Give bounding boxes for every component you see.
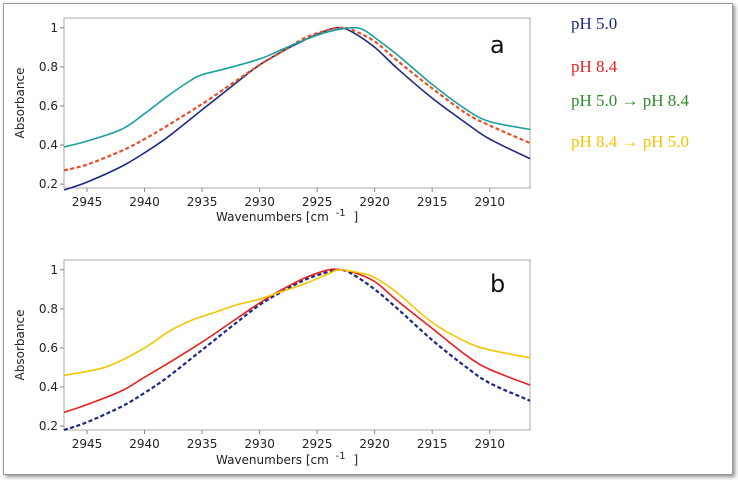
legend-item-ph5-to-ph84: pH 5.0 → pH 8.4 — [571, 91, 690, 110]
x-axis-title-bracket: ] — [353, 453, 358, 467]
series-line-b-1 — [63, 268, 531, 432]
panel-b-axes: 2945 2940 2935 2930 2925 2920 2915 2910 1 0.8 0.6 0… — [39, 263, 505, 451]
x-tick-label: 2930 — [244, 195, 275, 209]
y-tick-label: 0.2 — [39, 419, 58, 433]
panel-b-label: b — [490, 270, 505, 298]
panel-a-series — [63, 26, 531, 191]
panel-b-y-axis-title: Absorbance — [13, 310, 27, 381]
panel-b-plot-area — [63, 259, 531, 431]
series-line-b-2 — [63, 268, 531, 414]
x-tick-label: 2925 — [302, 195, 333, 209]
series-line-b-3 — [63, 268, 531, 377]
x-tick-label: 2935 — [187, 195, 218, 209]
y-tick-label: 0.8 — [39, 302, 58, 316]
legend-item-ph84: pH 8.4 — [571, 57, 618, 76]
y-tick-label: 1 — [50, 263, 58, 277]
y-tick-label: 0.4 — [39, 380, 58, 394]
series-line-a-2 — [63, 26, 531, 172]
panel-a-y-axis-title: Absorbance — [13, 68, 27, 139]
y-tick-label: 0.4 — [39, 138, 58, 152]
panel-b-series — [63, 268, 531, 432]
y-tick-label: 0.6 — [39, 341, 58, 355]
x-tick-label: 2925 — [302, 437, 333, 451]
legend-item-ph5: pH 5.0 — [571, 14, 618, 33]
figure-frame — [3, 3, 733, 475]
x-axis-title-bracket: ] — [353, 210, 358, 224]
series-line-a-1 — [63, 26, 531, 191]
y-tick-label: 0.8 — [39, 60, 58, 74]
x-tick-label: 2940 — [129, 437, 160, 451]
x-tick-label: 2945 — [72, 195, 103, 209]
x-tick-label: 2920 — [359, 195, 390, 209]
x-tick-label: 2920 — [359, 437, 390, 451]
panel-a-plot-area — [63, 17, 531, 189]
panel-a-x-axis-title: Wavenumbers [cm -1 ] — [216, 205, 358, 224]
y-tick-label: 0.6 — [39, 99, 58, 113]
x-tick-label: 2945 — [72, 437, 103, 451]
panel-b: 2945 2940 2935 2930 2925 2920 2915 2910 1 0.8 0.6 0… — [13, 259, 531, 467]
x-axis-title-main: Wavenumbers [cm — [216, 210, 329, 224]
x-tick-label: 2935 — [187, 437, 218, 451]
legend-item-ph84-to-ph5: pH 8.4 → pH 5.0 — [571, 132, 690, 151]
y-tick-label: 1 — [50, 21, 58, 35]
x-tick-label: 2940 — [129, 195, 160, 209]
panel-a-label: a — [490, 31, 505, 59]
x-axis-title-main: Wavenumbers [cm — [216, 453, 329, 467]
panel-b-x-axis-title: Wavenumbers [cm -1 ] — [216, 448, 358, 467]
x-axis-title-superscript: -1 — [336, 208, 346, 219]
x-tick-label: 2930 — [244, 437, 275, 451]
series-line-a-3 — [63, 26, 531, 148]
y-tick-label: 0.2 — [39, 177, 58, 191]
x-tick-label: 2915 — [417, 195, 448, 209]
panel-a-axes: 2945 2940 2935 2930 2925 2920 2915 2910 1 0.8 0.6 0… — [39, 21, 505, 209]
x-tick-label: 2910 — [474, 437, 505, 451]
x-axis-title-superscript: -1 — [336, 451, 346, 462]
x-tick-label: 2915 — [417, 437, 448, 451]
x-tick-label: 2910 — [474, 195, 505, 209]
panel-a: 2945 2940 2935 2930 2925 2920 2915 2910 1 0.8 0.6 0… — [13, 17, 531, 224]
